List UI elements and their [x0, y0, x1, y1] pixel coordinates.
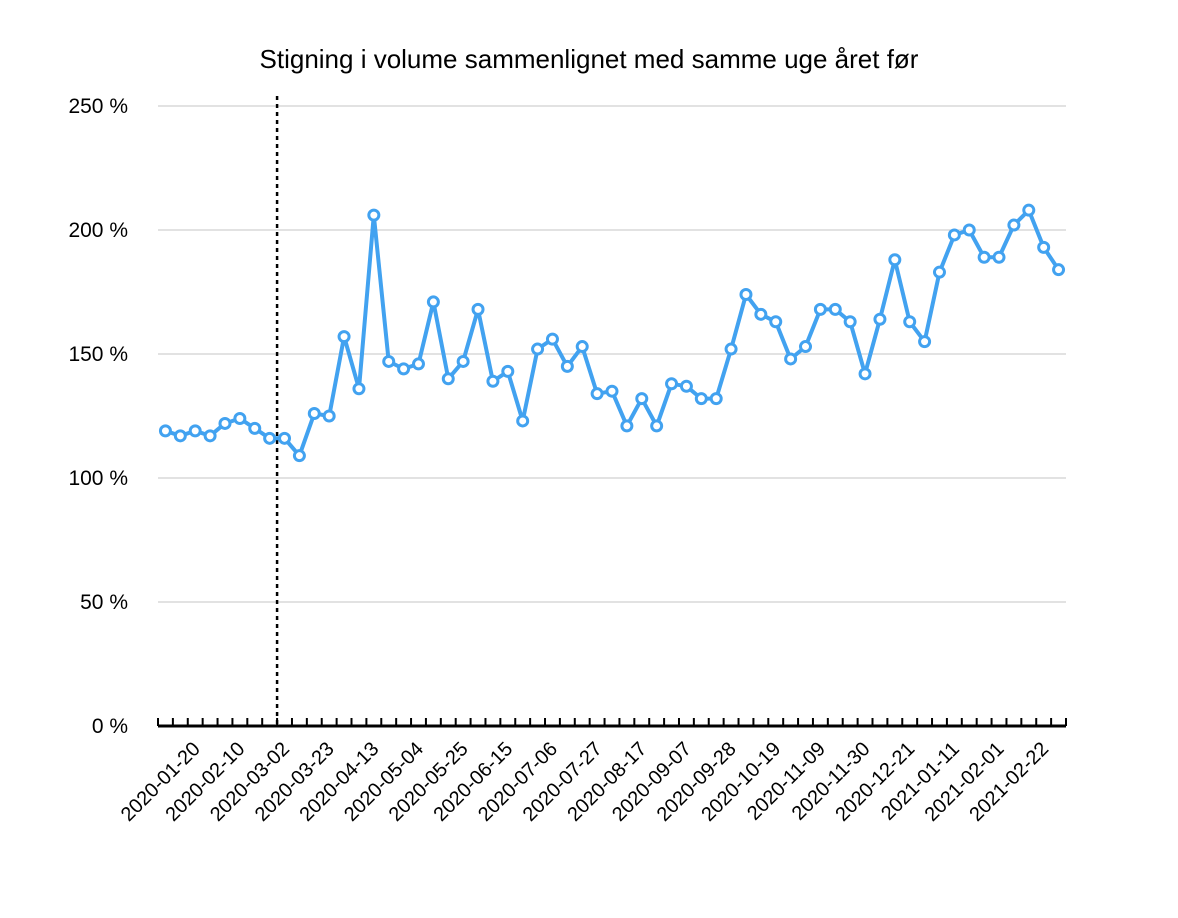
y-tick-label: 0 %	[92, 715, 128, 738]
data-point	[531, 342, 545, 356]
data-point	[694, 392, 708, 406]
data-point	[501, 364, 515, 378]
data-point	[411, 357, 425, 371]
data-point	[918, 335, 932, 349]
data-point	[769, 315, 783, 329]
data-point	[352, 382, 366, 396]
data-point	[218, 416, 232, 430]
data-point	[1052, 263, 1066, 277]
data-point	[233, 411, 247, 425]
data-point	[337, 330, 351, 344]
chart-title: Stigning i volume sammenlignet med samme…	[259, 44, 919, 74]
data-point	[263, 431, 277, 445]
data-point	[203, 429, 217, 443]
data-point	[367, 208, 381, 222]
data-point	[903, 315, 917, 329]
data-point	[307, 407, 321, 421]
data-point	[977, 250, 991, 264]
data-point	[397, 362, 411, 376]
data-point	[158, 424, 172, 438]
data-point	[322, 409, 336, 423]
series-points	[158, 203, 1066, 463]
data-point	[828, 302, 842, 316]
data-point	[486, 374, 500, 388]
data-point	[605, 384, 619, 398]
data-point	[873, 312, 887, 326]
data-point	[188, 424, 202, 438]
data-point	[456, 354, 470, 368]
data-point	[665, 377, 679, 391]
data-point	[1022, 203, 1036, 217]
data-point	[426, 295, 440, 309]
data-point	[858, 367, 872, 381]
y-tick-label: 50 %	[80, 591, 128, 614]
series-line	[164, 208, 1061, 458]
data-point	[278, 431, 292, 445]
data-point	[575, 340, 589, 354]
data-point	[709, 392, 723, 406]
data-point	[843, 315, 857, 329]
y-tick-label: 200 %	[68, 219, 128, 242]
data-point	[1037, 240, 1051, 254]
data-point	[635, 392, 649, 406]
data-point	[441, 372, 455, 386]
data-point	[545, 332, 559, 346]
data-point	[173, 429, 187, 443]
data-point	[620, 419, 634, 433]
x-axis	[157, 718, 1067, 728]
data-point	[679, 379, 693, 393]
data-point	[516, 414, 530, 428]
data-point	[650, 419, 664, 433]
data-point	[962, 223, 976, 237]
y-tick-label: 100 %	[68, 467, 128, 490]
data-point	[813, 302, 827, 316]
data-point	[471, 302, 485, 316]
data-point	[888, 253, 902, 267]
data-point	[382, 354, 396, 368]
data-point	[739, 287, 753, 301]
data-point	[560, 359, 574, 373]
data-point	[784, 352, 798, 366]
data-point	[992, 250, 1006, 264]
data-point	[799, 340, 813, 354]
x-axis-labels: 2020-01-202020-02-102020-03-022020-03-23…	[117, 738, 1053, 826]
data-point	[947, 228, 961, 242]
data-point	[724, 342, 738, 356]
data-point	[1007, 218, 1021, 232]
gridlines	[158, 105, 1066, 603]
data-point	[932, 265, 946, 279]
data-point	[754, 307, 768, 321]
y-tick-label: 150 %	[68, 343, 128, 366]
y-tick-label: 250 %	[68, 95, 128, 118]
data-point	[292, 449, 306, 463]
data-point	[248, 421, 262, 435]
y-axis-labels: 0 % 50 % 100 % 150 % 200 % 250 %	[68, 95, 128, 738]
series-path	[164, 208, 1061, 458]
data-point	[590, 387, 604, 401]
